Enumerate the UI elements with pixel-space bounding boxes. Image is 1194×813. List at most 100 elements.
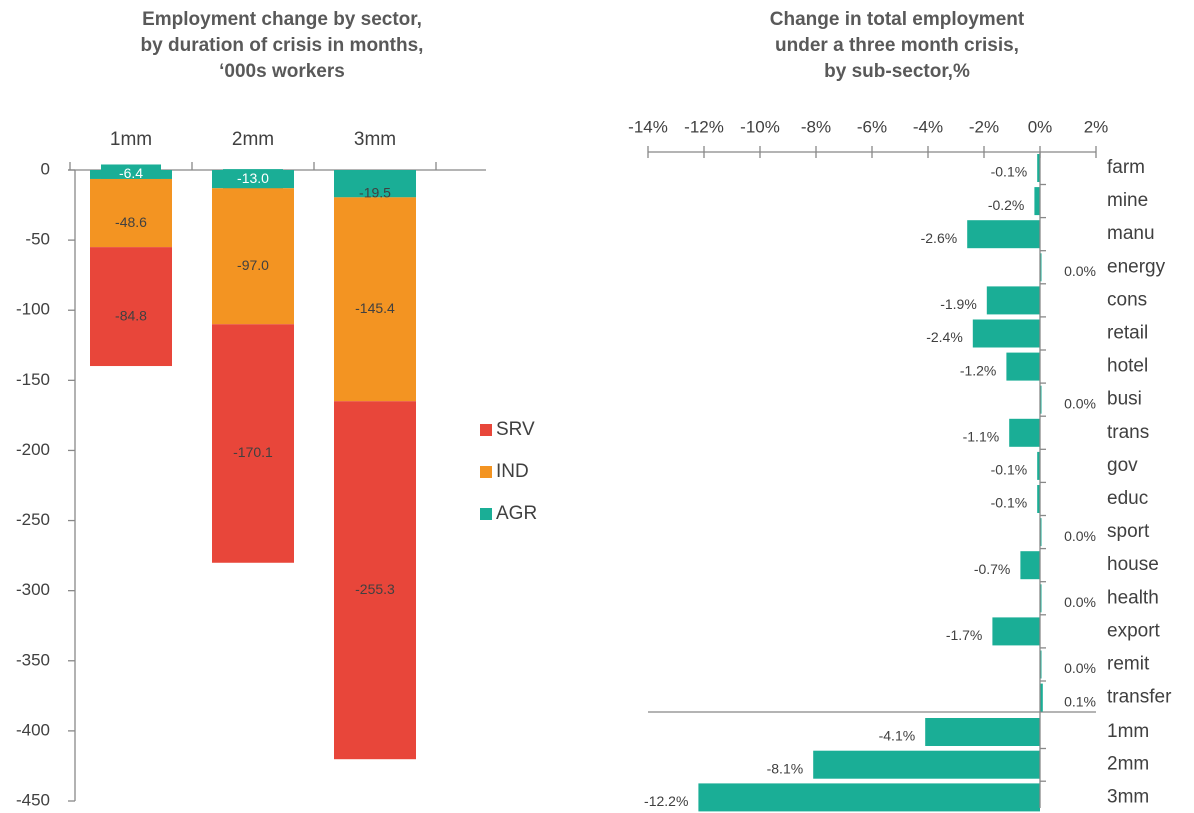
value-label: -8.1%: [767, 760, 804, 776]
value-label: 0.0%: [1064, 263, 1096, 279]
value-label: -255.3: [355, 581, 395, 597]
bar: [986, 286, 1040, 315]
value-label: 0.0%: [1064, 528, 1096, 544]
bar-segment: [90, 247, 172, 367]
bar-segment: [212, 188, 294, 325]
chart-title: ‘000s workers: [219, 61, 345, 82]
value-label: -0.7%: [974, 561, 1011, 577]
category-label: cons: [1107, 289, 1147, 310]
value-label: -19.5: [359, 184, 391, 200]
value-label: -0.1%: [991, 164, 1028, 180]
y-tick-label: -450: [16, 790, 50, 809]
chart-title: by sub-sector,%: [824, 61, 970, 82]
value-label: -1.7%: [946, 627, 983, 643]
value-label: -1.1%: [963, 429, 1000, 445]
value-label: -2.6%: [921, 230, 958, 246]
value-label: -0.2%: [988, 197, 1025, 213]
value-label: -48.6: [115, 214, 147, 230]
bar: [1040, 253, 1042, 282]
category-label: remit: [1107, 654, 1150, 675]
value-label: -97.0: [237, 257, 269, 273]
y-tick-label: -200: [16, 440, 50, 459]
bar: [1009, 418, 1040, 447]
chart-title: Employment change by sector,: [142, 9, 422, 30]
x-tick-label: -8%: [801, 117, 831, 136]
x-tick-label: -12%: [684, 117, 724, 136]
chart-title: under a three month crisis,: [775, 35, 1019, 56]
bar-segment: [334, 170, 416, 198]
category-label: 3mm: [1107, 786, 1149, 807]
bar: [1034, 187, 1040, 216]
bar: [992, 617, 1040, 646]
value-label: -0.1%: [991, 495, 1028, 511]
category-label: export: [1107, 620, 1161, 641]
category-label: 1mm: [110, 129, 152, 150]
bar: [1040, 650, 1042, 679]
y-tick-label: -250: [16, 510, 50, 529]
bar: [1037, 485, 1040, 513]
y-tick-label: -350: [16, 650, 50, 669]
legend-label: SRV: [496, 419, 535, 440]
y-tick-label: -100: [16, 300, 50, 319]
category-label: 1mm: [1107, 721, 1149, 742]
bar: [1040, 584, 1042, 613]
value-label: -4.1%: [879, 728, 916, 744]
bar: [1006, 352, 1040, 381]
value-label: -13.0: [237, 170, 269, 186]
bar: [1040, 683, 1043, 712]
bar: [1037, 451, 1040, 480]
category-label: educ: [1107, 488, 1148, 509]
value-label: 0.0%: [1064, 594, 1096, 610]
bar: [1037, 154, 1040, 182]
y-tick-label: -400: [16, 720, 50, 739]
legend-swatch: [480, 508, 492, 520]
value-label: -1.9%: [940, 296, 977, 312]
category-label: 3mm: [354, 129, 396, 150]
category-label: busi: [1107, 389, 1142, 410]
legend-label: AGR: [496, 503, 537, 524]
x-tick-label: -2%: [969, 117, 999, 136]
value-label: -170.1: [233, 444, 273, 460]
bar: [1040, 385, 1042, 414]
x-tick-label: -6%: [857, 117, 887, 136]
legend-label: IND: [496, 461, 529, 482]
category-label: house: [1107, 554, 1159, 575]
category-label: manu: [1107, 223, 1155, 244]
bar: [698, 783, 1040, 812]
label-box: [223, 169, 283, 190]
category-label: retail: [1107, 323, 1148, 344]
bar-segment: [334, 197, 416, 402]
category-label: sport: [1107, 521, 1150, 542]
value-label: 0.1%: [1064, 693, 1096, 709]
category-label: health: [1107, 587, 1159, 608]
value-label: -84.8: [115, 307, 147, 323]
bar: [1040, 518, 1042, 547]
bar-segment: [90, 178, 172, 248]
value-label: -6.4: [119, 165, 143, 181]
value-label: -145.4: [355, 300, 395, 316]
category-label: 2mm: [232, 129, 274, 150]
x-tick-label: 2%: [1084, 117, 1109, 136]
category-label: 2mm: [1107, 754, 1149, 775]
value-label: -1.2%: [960, 362, 997, 378]
x-tick-label: 0%: [1028, 117, 1053, 136]
category-label: gov: [1107, 455, 1138, 476]
value-label: 0.0%: [1064, 660, 1096, 676]
y-tick-label: -300: [16, 580, 50, 599]
y-tick-label: -50: [25, 230, 50, 249]
chart-title: by duration of crisis in months,: [141, 35, 424, 56]
value-label: -0.1%: [991, 462, 1028, 478]
bar: [972, 319, 1040, 348]
y-tick-label: 0: [41, 159, 50, 178]
legend-swatch: [480, 424, 492, 436]
legend-swatch: [480, 466, 492, 478]
bar-segment: [334, 401, 416, 760]
y-tick-label: -150: [16, 370, 50, 389]
bar: [1020, 551, 1040, 580]
x-tick-label: -10%: [740, 117, 780, 136]
bar: [813, 750, 1040, 779]
category-label: transfer: [1107, 687, 1172, 708]
category-label: energy: [1107, 256, 1166, 277]
category-label: trans: [1107, 422, 1149, 443]
